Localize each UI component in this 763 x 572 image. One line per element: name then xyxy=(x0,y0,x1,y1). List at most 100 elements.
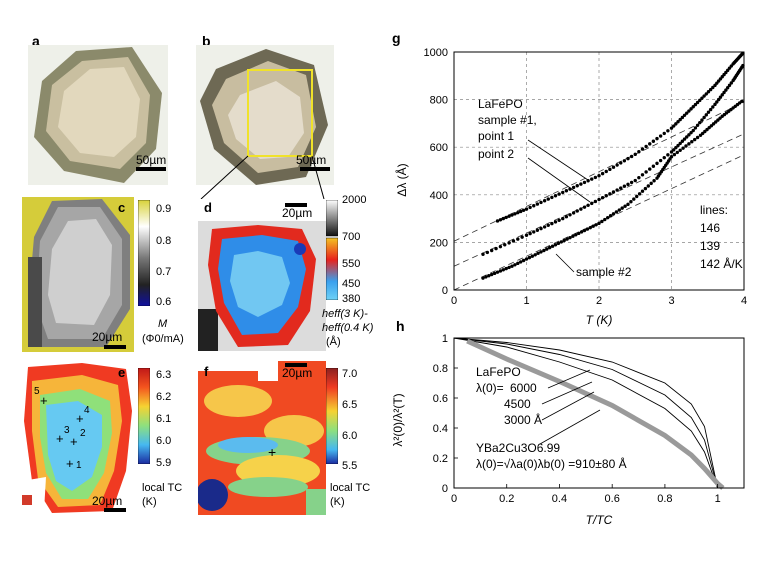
chart-g-point xyxy=(487,274,491,278)
chart-g-point xyxy=(691,105,695,109)
chart-g-point xyxy=(503,243,507,247)
chart-h-ytick: 0.2 xyxy=(433,453,448,465)
scale-label-e: 20µm xyxy=(92,494,123,508)
point-marker: + xyxy=(66,456,74,471)
colorbar-f-tick: 7.0 xyxy=(342,368,358,380)
chart-g-point xyxy=(633,152,637,157)
point-marker: + xyxy=(76,411,84,426)
scalebar-e xyxy=(104,508,126,512)
chart-g-point xyxy=(678,117,682,122)
chart-g-point xyxy=(669,155,674,159)
chart-g-point xyxy=(542,225,547,229)
chart-g-point xyxy=(648,167,652,171)
chart-h-lambda: 4500 xyxy=(504,397,531,411)
chart-g-point xyxy=(546,223,550,227)
colorbar-e xyxy=(138,368,150,464)
chart-g-point xyxy=(532,230,536,234)
chart-g-point xyxy=(702,94,706,98)
chart-g-point xyxy=(682,113,687,118)
chart-g-point xyxy=(542,248,546,253)
scale-label-c: 20µm xyxy=(92,330,123,344)
colorbar-f-title: local TC xyxy=(330,482,371,494)
chart-g-point xyxy=(524,233,529,237)
chart-g-point xyxy=(680,139,685,143)
colorbar-e-units: (K) xyxy=(142,496,157,508)
chart-g-point xyxy=(693,102,698,107)
chart-g-point xyxy=(603,217,607,222)
chart-g-point xyxy=(725,86,730,90)
colorbar-f-tick: 6.5 xyxy=(342,399,358,411)
chart-g-point xyxy=(666,129,670,133)
chart-g-point xyxy=(533,253,537,257)
chart-g-point xyxy=(485,250,490,255)
chart-h-ytick: 0.8 xyxy=(433,363,448,375)
chart-h-xtick: 0.2 xyxy=(499,493,514,505)
chart-g-point xyxy=(507,214,511,218)
chart-g-point xyxy=(635,194,639,199)
chart-g-point xyxy=(640,173,645,177)
chart-g-point xyxy=(676,120,680,124)
chart-g-point xyxy=(575,209,579,213)
chart-g-point xyxy=(498,218,503,222)
colorbar-c xyxy=(138,200,150,306)
chart-g-point xyxy=(519,260,523,264)
chart-g-point xyxy=(655,161,659,166)
chart-g-point xyxy=(671,148,676,152)
point-label-5: 5 xyxy=(34,386,40,397)
chart-g-point xyxy=(484,275,488,279)
chart-g-xtick: 1 xyxy=(523,295,529,307)
chart-g-point xyxy=(597,221,601,226)
chart-g-group: LaFePO xyxy=(478,97,523,111)
chart-g-sample1: sample #1, xyxy=(478,113,537,127)
chart-h-xlabel: T/TC xyxy=(586,513,613,527)
point-label-1: 1 xyxy=(76,460,82,471)
colorbar-e-tick: 6.0 xyxy=(156,435,172,447)
chart-h-series-line xyxy=(466,338,725,490)
chart-g-point xyxy=(513,212,517,216)
chart-g-xtick: 0 xyxy=(451,295,457,307)
chart-g-ytick: 1000 xyxy=(424,47,448,59)
chart-g-point xyxy=(695,135,700,140)
panel-label-d: d xyxy=(204,200,212,215)
chart-g-point xyxy=(498,269,503,273)
chart-g-point xyxy=(590,201,594,206)
chart-g-point xyxy=(564,214,569,219)
chart-g-point xyxy=(511,239,516,243)
chart-g-point xyxy=(689,130,693,135)
chart-g-point xyxy=(711,85,715,90)
chart-g-point xyxy=(690,140,694,144)
chart-h-ytick: 1 xyxy=(442,333,448,345)
chart-g-point xyxy=(722,90,726,95)
chart-g-point xyxy=(685,111,689,115)
colorbar-c-units: (Φ0/mA) xyxy=(142,333,184,345)
colorbar-d-units: (Å) xyxy=(326,336,341,348)
chart-g-point xyxy=(561,216,565,221)
chart-g-point xyxy=(727,83,732,88)
chart-g-point xyxy=(687,142,691,146)
chart-g-point xyxy=(542,199,547,203)
chart-g-point xyxy=(516,261,520,266)
chart-g-point xyxy=(681,146,685,150)
colorbar-d-tick: 700 xyxy=(342,231,361,243)
chart-g-point xyxy=(611,190,616,194)
chart-g-point xyxy=(507,265,511,270)
chart-g-point xyxy=(608,192,612,196)
colorbar-c-tick: 0.6 xyxy=(156,296,172,308)
map-d xyxy=(198,199,326,351)
chart-g-point xyxy=(715,100,719,104)
chart-g-fit-line xyxy=(453,154,745,291)
chart-g-point xyxy=(708,87,713,92)
chart-g-point xyxy=(593,199,598,204)
colorbar-e-title: local TC xyxy=(142,482,183,494)
colorbar-e-tick: 5.9 xyxy=(156,457,172,469)
chart-g-point xyxy=(687,133,691,137)
chart-g-point xyxy=(559,240,563,244)
chart-g-point xyxy=(651,139,656,143)
chart-g-point xyxy=(685,135,689,139)
chart-g-point xyxy=(693,137,697,142)
chart-g-ytick: 800 xyxy=(430,95,448,107)
chart-g-point xyxy=(672,152,677,157)
chart-g-point xyxy=(658,158,663,163)
chart-g-point xyxy=(524,257,529,261)
chart-g-point xyxy=(585,227,590,231)
